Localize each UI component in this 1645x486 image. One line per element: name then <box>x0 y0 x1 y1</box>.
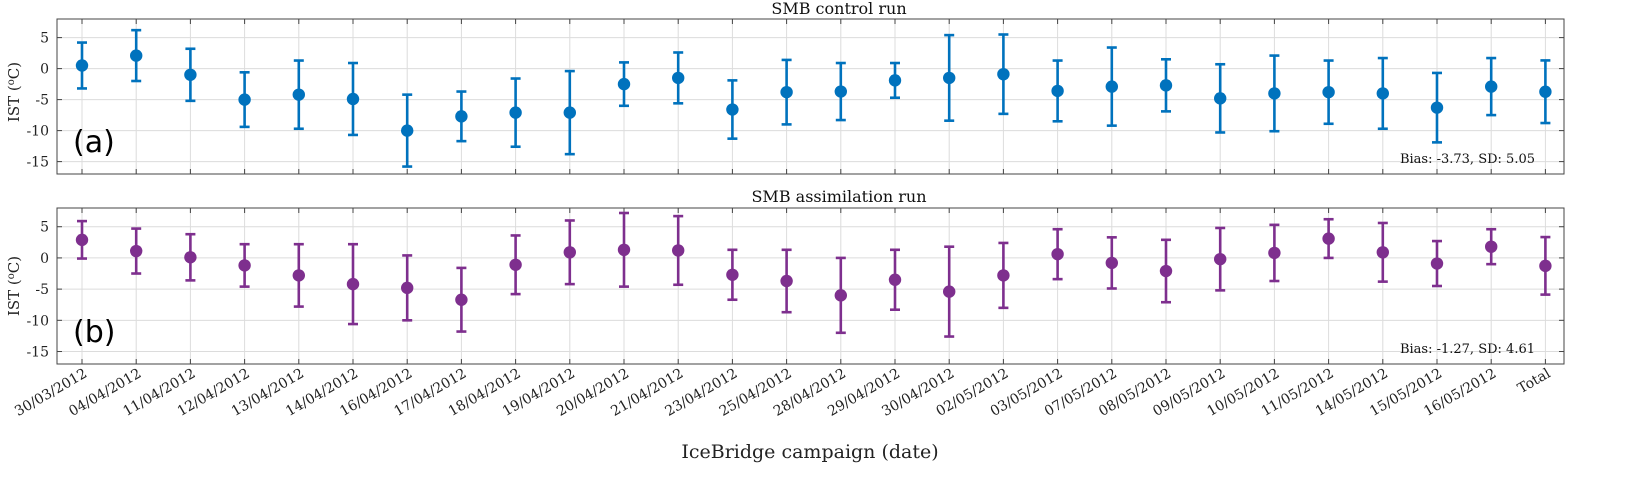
x-axis-label: IceBridge campaign (date) <box>681 441 938 463</box>
b-mean-point-12 <box>726 268 739 281</box>
a-mean-point-11 <box>672 71 685 85</box>
panel-a-grid <box>57 19 1564 174</box>
b-mean-point-23 <box>1322 232 1335 245</box>
panel-a-marks <box>75 28 1552 168</box>
a-ytick-label-4: -15 <box>26 155 49 171</box>
b-mean-point-22 <box>1268 246 1281 260</box>
a-mean-point-27 <box>1539 85 1552 98</box>
a-mean-point-19 <box>1105 80 1119 93</box>
panel-b-assimilation-run: SMB assimilation run 5 0 -5 -10 -15 IST (oC)… <box>5 187 1565 365</box>
panel-b-grid <box>57 208 1564 364</box>
a-mean-point-12 <box>726 103 739 116</box>
a-mean-point-22 <box>1268 87 1281 100</box>
a-mean-point-20 <box>1159 79 1173 92</box>
a-mean-point-23 <box>1322 85 1335 99</box>
b-mean-point-14 <box>834 289 847 302</box>
b-mean-point-27 <box>1539 259 1552 273</box>
b-mean-point-15 <box>888 273 902 286</box>
panel-a-control-run: SMB control run 50-5-10-15 IST (oC) (a) … <box>5 0 1565 175</box>
b-mean-point-3 <box>238 259 251 272</box>
a-mean-point-9 <box>563 106 576 119</box>
panel-a-label: (a) <box>73 125 115 160</box>
a-mean-point-4 <box>292 88 305 101</box>
a-mean-point-2 <box>184 68 197 82</box>
b-mean-point-8 <box>509 258 522 271</box>
panel-b-stats: Bias: -1.27, SD: 4.61 <box>1400 342 1535 357</box>
b-mean-point-17 <box>997 269 1010 282</box>
b-mean-point-1 <box>130 244 143 258</box>
a-ytick-label-1: 0 <box>40 62 49 78</box>
a-mean-point-6 <box>401 124 414 137</box>
b-mean-point-13 <box>780 274 793 288</box>
panel-b-title: SMB assimilation run <box>751 187 926 206</box>
a-ytick-label-3: -10 <box>26 124 49 140</box>
b-mean-point-19 <box>1105 256 1119 270</box>
a-mean-point-10 <box>617 77 631 91</box>
x-tick-labels: 30/03/201204/04/201211/04/201212/04/2012… <box>12 365 1554 419</box>
a-mean-point-21 <box>1214 92 1227 105</box>
b-mean-point-7 <box>455 293 468 306</box>
b-ytick-label-1: 0 <box>40 251 49 267</box>
panel-a-stats: Bias: -3.73, SD: 5.05 <box>1400 152 1535 167</box>
b-mean-point-25 <box>1430 257 1444 270</box>
a-mean-point-7 <box>455 110 468 123</box>
a-mean-point-8 <box>509 106 522 119</box>
panel-b-y-ticks: 5 0 -5 -10 -15 <box>26 220 49 361</box>
a-ytick-label-2: -5 <box>35 93 49 109</box>
b-ytick-label-3: -10 <box>26 313 49 329</box>
b-mean-point-18 <box>1051 247 1064 261</box>
b-ytick-label-4: -15 <box>26 345 49 361</box>
panel-b-ylabel: IST (oC) <box>5 256 23 316</box>
b-mean-point-5 <box>346 277 360 291</box>
panel-a-axes-box <box>56 18 1565 175</box>
a-mean-point-5 <box>346 92 360 106</box>
b-mean-point-11 <box>672 244 685 257</box>
panel-a-y-ticks: 5 0 -5 -10 -15 <box>26 31 49 171</box>
b-mean-point-0 <box>75 233 89 247</box>
b-mean-point-24 <box>1376 246 1390 259</box>
a-mean-point-15 <box>888 74 902 87</box>
b-mean-point-21 <box>1214 252 1227 266</box>
a-mean-point-16 <box>943 71 956 85</box>
a-mean-point-3 <box>238 93 251 106</box>
x-tick-label-27: Total <box>1515 365 1554 397</box>
b-mean-point-10 <box>617 243 631 257</box>
b-mean-point-16 <box>943 285 956 298</box>
b-mean-point-20 <box>1159 264 1173 278</box>
a-mean-point-1 <box>130 49 143 62</box>
b-mean-point-4 <box>292 269 305 282</box>
a-mean-point-14 <box>834 85 847 98</box>
panel-b-axes-box <box>56 207 1565 365</box>
b-mean-point-9 <box>563 246 576 259</box>
panel-b-label: (b) <box>73 315 115 350</box>
a-ytick-label-0: 5 <box>40 31 49 47</box>
a-mean-point-18 <box>1051 84 1064 98</box>
a-mean-point-13 <box>780 85 793 99</box>
b-mean-point-6 <box>401 281 414 295</box>
panel-b-marks <box>75 211 1552 338</box>
panel-a-ylabel: IST (oC) <box>5 62 23 122</box>
a-mean-point-24 <box>1376 87 1390 100</box>
b-mean-point-2 <box>184 251 197 264</box>
b-mean-point-26 <box>1485 240 1498 253</box>
a-mean-point-26 <box>1485 80 1498 93</box>
b-ytick-label-2: -5 <box>35 282 49 298</box>
a-mean-point-25 <box>1430 101 1444 114</box>
b-ytick-label-0: 5 <box>40 220 49 236</box>
a-mean-point-0 <box>75 59 89 72</box>
panel-a-title: SMB control run <box>771 0 906 18</box>
a-mean-point-17 <box>997 67 1010 81</box>
